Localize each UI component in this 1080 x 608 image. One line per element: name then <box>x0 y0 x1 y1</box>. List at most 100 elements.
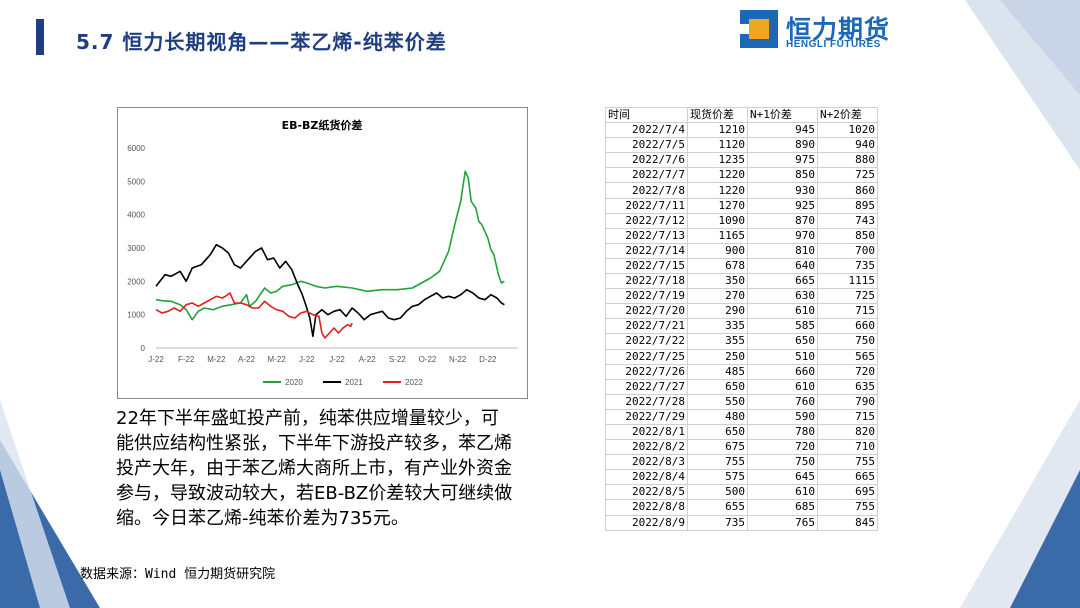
table-cell: 590 <box>747 408 818 425</box>
table-cell: 1235 <box>687 152 748 169</box>
table-row: 2022/8/9 735 765 845 <box>605 514 878 531</box>
source-note: 数据来源：Wind 恒力期货研究院 <box>80 567 276 582</box>
table-row: 2022/7/4 1210 945 1020 <box>605 122 878 139</box>
y-tick-label: 1000 <box>127 311 145 320</box>
table-cell: 500 <box>687 484 748 501</box>
table-cell: 750 <box>747 454 818 471</box>
table-row: 2022/7/29 480 590 715 <box>605 408 878 425</box>
table-cell: 2022/7/29 <box>605 408 688 425</box>
table-cell: 895 <box>817 197 878 214</box>
column-header: N+2价差 <box>817 106 878 124</box>
table-cell: 755 <box>817 499 878 516</box>
table-cell: 2022/7/14 <box>605 242 688 259</box>
table-row: 2022/7/5 1120 890 940 <box>605 137 878 154</box>
hengli-logo: 恒力期货 HENGLI FUTURES <box>740 10 910 52</box>
table-cell: 755 <box>687 454 748 471</box>
table-cell: 850 <box>817 227 878 244</box>
table-cell: 940 <box>817 137 878 154</box>
x-tick-label: N-22 <box>449 355 467 364</box>
table-cell: 665 <box>747 273 818 290</box>
table-cell: 890 <box>747 137 818 154</box>
table-cell: 715 <box>817 408 878 425</box>
y-tick-label: 4000 <box>127 211 145 220</box>
table-row: 2022/7/7 1220 850 725 <box>605 167 878 184</box>
table-cell: 2022/7/6 <box>605 152 688 169</box>
table-row: 2022/7/20 290 610 715 <box>605 303 878 320</box>
table-cell: 720 <box>817 363 878 380</box>
table-cell: 335 <box>687 318 748 335</box>
table-row: 2022/8/2 675 720 710 <box>605 439 878 456</box>
table-cell: 2022/7/20 <box>605 303 688 320</box>
table-cell: 710 <box>817 439 878 456</box>
table-row: 2022/7/8 1220 930 860 <box>605 182 878 199</box>
legend-label-2021: 2021 <box>345 378 363 387</box>
table-cell: 720 <box>747 439 818 456</box>
table-row: 2022/7/18 350 665 1115 <box>605 273 878 290</box>
column-header: N+1价差 <box>747 106 818 124</box>
table-cell: 1210 <box>687 122 748 139</box>
table-cell: 2022/8/3 <box>605 454 688 471</box>
table-row: 2022/8/8 655 685 755 <box>605 499 878 516</box>
table-cell: 725 <box>817 288 878 305</box>
column-header: 时间 <box>605 106 688 124</box>
table-cell: 735 <box>687 514 748 531</box>
line-chart: EB-BZ纸货价差 0 1000 2000 3000 4000 5000 6000 J-22 F-… <box>127 118 518 387</box>
table-cell: 585 <box>747 318 818 335</box>
table-cell: 290 <box>687 303 748 320</box>
table-cell: 735 <box>817 257 878 275</box>
table-cell: 565 <box>817 348 878 365</box>
table-cell: 1120 <box>687 137 748 154</box>
y-tick-label: 6000 <box>127 144 145 153</box>
table-row: 2022/7/28 550 760 790 <box>605 393 878 410</box>
table-cell: 870 <box>747 212 818 229</box>
legend-label-2022: 2022 <box>405 378 423 387</box>
table-cell: 655 <box>687 499 748 516</box>
table-cell: 645 <box>747 469 818 486</box>
table-cell: 485 <box>687 363 748 380</box>
table-cell: 1165 <box>687 227 748 244</box>
table-cell: 2022/8/9 <box>605 514 688 531</box>
table-row: 2022/7/13 1165 970 850 <box>605 227 878 244</box>
table-cell: 845 <box>817 514 878 531</box>
table-cell: 480 <box>687 408 748 425</box>
table-cell: 665 <box>817 469 878 486</box>
x-tick-label: S-22 <box>389 355 406 364</box>
table-cell: 755 <box>817 454 878 471</box>
table-cell: 743 <box>817 212 878 229</box>
series-line-2020 <box>155 170 505 321</box>
x-tick-label: O-22 <box>419 355 437 364</box>
table-row: 2022/8/3 755 750 755 <box>605 454 878 471</box>
table-cell: 2022/8/2 <box>605 439 688 456</box>
table-cell: 1020 <box>817 122 878 139</box>
table-cell: 700 <box>817 242 878 259</box>
table-cell: 780 <box>747 423 818 441</box>
x-tick-label: J-22 <box>148 355 164 364</box>
table-row: 2022/8/4 575 645 665 <box>605 469 878 486</box>
logo-mark-icon <box>740 10 778 48</box>
table-cell: 810 <box>747 242 818 259</box>
x-tick-label: J-22 <box>299 355 315 364</box>
table-cell: 2022/7/21 <box>605 318 688 335</box>
table-cell: 575 <box>687 469 748 486</box>
x-tick-label: A-22 <box>359 355 376 364</box>
table-cell: 2022/8/8 <box>605 499 688 516</box>
line-chart-frame: EB-BZ纸货价差 0 1000 2000 3000 4000 5000 6000 J-22 F-… <box>117 107 528 399</box>
table-cell: 510 <box>747 348 818 365</box>
table-cell: 660 <box>817 318 878 335</box>
table-cell: 860 <box>817 182 878 199</box>
table-cell: 850 <box>747 167 818 184</box>
series-line-2021 <box>155 243 505 338</box>
x-tick-label: J-22 <box>329 355 345 364</box>
table-cell: 250 <box>687 348 748 365</box>
table-cell: 2022/8/4 <box>605 469 688 486</box>
table-header-row: 时间 现货价差 N+1价差 N+2价差 <box>605 106 878 124</box>
table-cell: 678 <box>687 257 748 275</box>
table-cell: 715 <box>817 303 878 320</box>
column-header: 现货价差 <box>687 106 748 124</box>
table-cell: 1220 <box>687 182 748 199</box>
table-row: 2022/7/14 900 810 700 <box>605 242 878 259</box>
x-tick-label: D-22 <box>479 355 497 364</box>
table-cell: 2022/8/1 <box>605 423 688 441</box>
table-cell: 650 <box>747 333 818 350</box>
table-cell: 2022/7/13 <box>605 227 688 244</box>
